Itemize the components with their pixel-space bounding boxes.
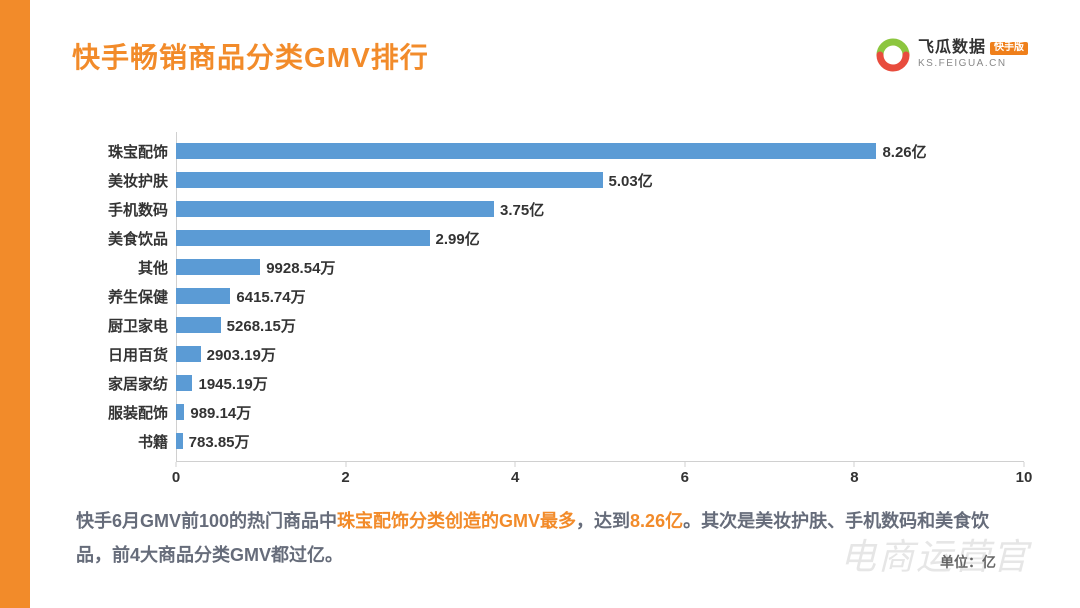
- bar: [176, 375, 192, 391]
- brand-logo: 飞瓜数据 快手版 KS.FEIGUA.CN: [876, 38, 1028, 72]
- category-label: 养生保健: [48, 286, 168, 307]
- category-label: 手机数码: [48, 199, 168, 220]
- bar-value-label: 2903.19万: [207, 344, 276, 365]
- bar-value-label: 5.03亿: [609, 170, 653, 191]
- category-label: 家居家纺: [48, 373, 168, 394]
- category-label: 厨卫家电: [48, 315, 168, 336]
- footer-h2: 8.26亿: [630, 511, 683, 531]
- footer-t2: ，达到: [576, 511, 630, 531]
- x-axis-line: [176, 461, 1024, 462]
- bar: [176, 230, 430, 246]
- footer-summary: 快手6月GMV前100的热门商品中珠宝配饰分类创造的GMV最多，达到8.26亿。…: [76, 504, 1016, 572]
- chart-plot-area: 0246810珠宝配饰8.26亿美妆护肤5.03亿手机数码3.75亿美食饮品2.…: [176, 132, 1024, 462]
- bar: [176, 201, 494, 217]
- left-accent-strip: [0, 0, 30, 608]
- bar: [176, 404, 184, 420]
- footer-t1: 快手6月GMV前100的热门商品中: [76, 511, 337, 531]
- x-tick-mark: [1024, 462, 1025, 467]
- x-tick-label: 6: [681, 469, 689, 486]
- bar-value-label: 989.14万: [190, 402, 251, 423]
- bar-value-label: 5268.15万: [227, 315, 296, 336]
- page-title: 快手畅销商品分类GMV排行: [72, 36, 429, 76]
- logo-en: KS.FEIGUA.CN: [918, 59, 1028, 70]
- category-label: 其他: [48, 257, 168, 278]
- bar-value-label: 8.26亿: [882, 141, 926, 162]
- x-tick-mark: [345, 462, 346, 467]
- x-tick-mark: [854, 462, 855, 467]
- bar: [176, 143, 876, 159]
- category-label: 美食饮品: [48, 228, 168, 249]
- bar: [176, 317, 221, 333]
- x-tick-mark: [515, 462, 516, 467]
- gmv-bar-chart: 0246810珠宝配饰8.26亿美妆护肤5.03亿手机数码3.75亿美食饮品2.…: [72, 122, 1024, 502]
- footer-h1: 珠宝配饰分类创造的GMV最多: [337, 511, 576, 531]
- category-label: 服装配饰: [48, 402, 168, 423]
- bar-value-label: 6415.74万: [236, 286, 305, 307]
- bar: [176, 433, 183, 449]
- x-tick-label: 2: [341, 469, 349, 486]
- x-tick-mark: [684, 462, 685, 467]
- bar-value-label: 783.85万: [189, 431, 250, 452]
- category-label: 珠宝配饰: [48, 141, 168, 162]
- x-tick-label: 4: [511, 469, 519, 486]
- logo-cn: 飞瓜数据: [918, 40, 986, 57]
- logo-text: 飞瓜数据 快手版 KS.FEIGUA.CN: [918, 40, 1028, 69]
- bar-value-label: 2.99亿: [436, 228, 480, 249]
- category-label: 美妆护肤: [48, 170, 168, 191]
- bar-value-label: 1945.19万: [198, 373, 267, 394]
- category-label: 书籍: [48, 431, 168, 452]
- x-tick-mark: [176, 462, 177, 467]
- bar-value-label: 9928.54万: [266, 257, 335, 278]
- x-tick-label: 8: [850, 469, 858, 486]
- bar-value-label: 3.75亿: [500, 199, 544, 220]
- bar: [176, 172, 603, 188]
- x-tick-label: 10: [1016, 469, 1033, 486]
- bar: [176, 288, 230, 304]
- category-label: 日用百货: [48, 344, 168, 365]
- bar: [176, 259, 260, 275]
- logo-badge: 快手版: [990, 42, 1028, 55]
- logo-mark-icon: [876, 38, 910, 72]
- x-tick-label: 0: [172, 469, 180, 486]
- slide-card: 快手畅销商品分类GMV排行 飞瓜数据 快手版 KS.FEIGUA.CN 0246…: [40, 12, 1052, 590]
- bar: [176, 346, 201, 362]
